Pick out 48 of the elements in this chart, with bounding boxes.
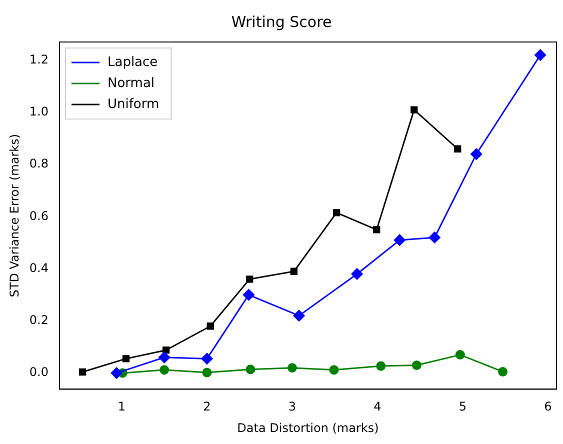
point <box>293 310 305 322</box>
point <box>290 268 298 275</box>
x-tick-label: 5 <box>458 400 467 414</box>
point <box>329 365 339 375</box>
point <box>373 226 380 234</box>
point <box>287 363 297 373</box>
point <box>454 145 462 152</box>
point <box>332 209 340 216</box>
y-tick-label: 0.8 <box>29 156 48 171</box>
point <box>110 367 122 379</box>
legend-label: Uniform <box>107 96 160 112</box>
x-tick-label: 1 <box>118 400 126 414</box>
point <box>498 366 508 376</box>
chart-title: Writing Score <box>231 12 332 31</box>
legend-label: Normal <box>107 76 155 91</box>
point <box>206 322 214 330</box>
point <box>242 289 254 301</box>
y-tick-label: 0.0 <box>29 365 48 380</box>
y-tick-label: 0.2 <box>29 313 48 328</box>
point <box>412 360 422 370</box>
point <box>351 268 363 280</box>
y-axis-title: STD Variance Error (marks) <box>7 134 22 298</box>
point <box>534 49 546 61</box>
point <box>376 361 386 371</box>
y-tick-label: 1.0 <box>29 104 48 119</box>
point <box>246 364 256 374</box>
y-tick-label: 0.6 <box>29 208 48 223</box>
point <box>78 368 86 376</box>
x-tick-label: 4 <box>374 400 382 414</box>
point <box>410 106 418 114</box>
point <box>202 368 212 378</box>
point <box>201 352 213 364</box>
point <box>428 232 440 244</box>
point <box>160 365 170 375</box>
y-tick-label: 1.2 <box>29 52 48 66</box>
point <box>246 276 254 283</box>
x-tick-label: 6 <box>544 400 552 414</box>
legend-label: Laplace <box>107 54 158 70</box>
point <box>394 234 406 246</box>
point <box>455 350 465 360</box>
x-tick-label: 3 <box>288 400 296 414</box>
point <box>158 352 170 364</box>
x-axis-title: Data Distortion (marks) <box>237 420 379 435</box>
y-tick-label: 0.4 <box>29 260 48 275</box>
x-tick-label: 2 <box>203 400 211 414</box>
point <box>162 346 170 354</box>
point <box>122 355 130 362</box>
point <box>470 148 482 160</box>
